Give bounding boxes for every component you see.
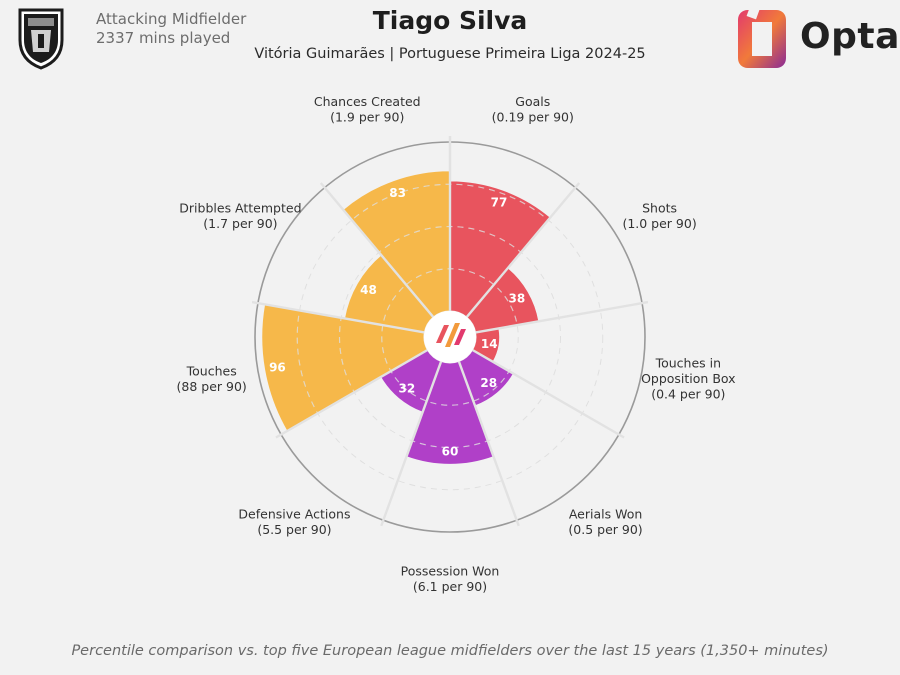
category-name: Touches (186, 363, 237, 378)
category-per90: (0.4 per 90) (651, 387, 725, 402)
player-info: Attacking Midfielder 2337 mins played (96, 10, 246, 48)
footnote: Percentile comparison vs. top five Europ… (71, 643, 829, 659)
category-per90: (0.5 per 90) (568, 522, 642, 537)
radar-spoke (475, 300, 649, 334)
bar-value-label: 77 (491, 196, 508, 210)
opta-logo-icon (738, 8, 786, 68)
bar-value-label: 60 (442, 444, 459, 458)
category-name: Opposition Box (641, 371, 736, 386)
category-label: Goals (0.19 per 90) (492, 94, 574, 125)
player-position: Attacking Midfielder (96, 10, 247, 28)
category-name: Defensive Actions (238, 507, 350, 522)
category-label: Shots (1.0 per 90) (622, 200, 696, 231)
category-name: Possession Won (401, 563, 500, 578)
category-per90: (1.0 per 90) (622, 216, 696, 231)
club-crest-icon (18, 8, 64, 70)
bar-value-label: 28 (480, 376, 497, 390)
page-title: Tiago Silva (372, 6, 528, 35)
radar-spoke (471, 348, 625, 439)
radar-spoke (465, 182, 581, 318)
bar-value-label: 32 (399, 381, 416, 395)
page-subtitle: Vitória Guimarães | Portuguese Primeira … (254, 46, 646, 62)
category-label: Chances Created (1.9 per 90) (314, 94, 421, 125)
bar-value-label: 14 (481, 337, 498, 351)
category-name: Touches in (655, 356, 721, 371)
minutes-played: 2337 mins played (96, 29, 231, 47)
bar-value-label: 83 (389, 186, 406, 200)
radar-spoke (275, 348, 429, 439)
bar-value-label: 96 (269, 360, 286, 374)
category-name: Chances Created (314, 94, 421, 109)
category-name: Shots (642, 200, 677, 215)
radar-spoke (319, 182, 435, 318)
center-logo-icon (436, 325, 449, 343)
category-per90: (0.19 per 90) (492, 109, 574, 124)
category-per90: (1.7 per 90) (203, 216, 277, 231)
radar-spoke (380, 361, 443, 527)
opta-wordmark: Opta (800, 16, 900, 57)
category-name: Aerials Won (569, 507, 642, 522)
category-label: Aerials Won (0.5 per 90) (568, 507, 642, 538)
category-name: Goals (515, 94, 550, 109)
category-label: Touches (88 per 90) (177, 363, 247, 394)
center-logo-icon (454, 329, 466, 345)
center-logo-icon (445, 323, 460, 347)
category-per90: (1.9 per 90) (330, 109, 404, 124)
radar-spoke (457, 361, 520, 527)
category-per90: (88 per 90) (177, 379, 247, 394)
category-name: Dribbles Attempted (179, 200, 301, 215)
bar-value-label: 48 (360, 283, 377, 297)
category-label: Touches in Opposition Box (0.4 per 90) (641, 356, 736, 402)
category-per90: (6.1 per 90) (413, 579, 487, 594)
radar-spoke (251, 300, 425, 334)
category-per90: (5.5 per 90) (257, 522, 331, 537)
category-label: Dribbles Attempted (1.7 per 90) (179, 200, 301, 231)
category-label: Defensive Actions (5.5 per 90) (238, 507, 350, 538)
bar-value-label: 38 (509, 291, 526, 305)
category-label: Possession Won (6.1 per 90) (401, 563, 500, 594)
